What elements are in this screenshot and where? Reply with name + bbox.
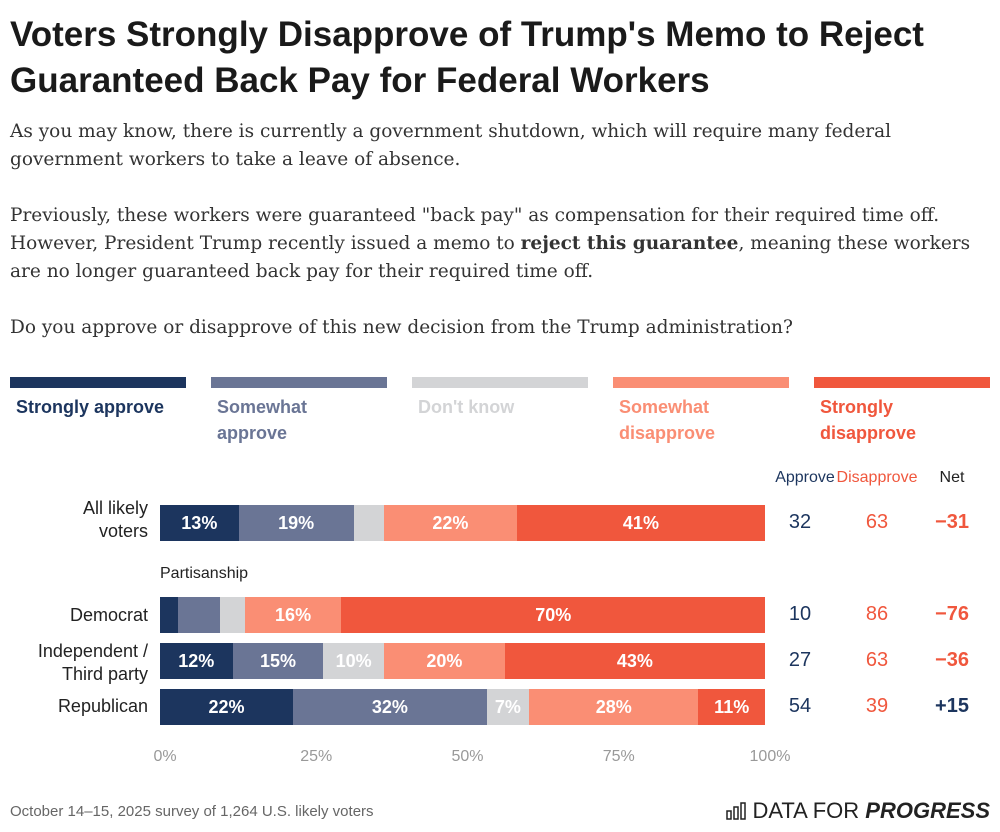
bar-segment-strongly-disapprove: 70%: [341, 597, 765, 633]
bar-segment-strongly-approve: [160, 597, 179, 633]
legend-item-somewhat-approve: Somewhat approve: [211, 377, 387, 446]
legend-label: Strongly disapprove: [820, 397, 917, 443]
legend-swatch: [10, 377, 186, 388]
net-value: −76: [935, 603, 969, 625]
legend-swatch: [814, 377, 990, 388]
bar-segment-somewhat-approve: 15%: [232, 643, 324, 679]
bar-segment-somewhat-disapprove: 16%: [244, 597, 342, 633]
legend-label: Don't know: [418, 397, 515, 417]
row-label: Republican: [57, 696, 148, 716]
intro-p2-a: Previously, these workers were guarantee…: [10, 205, 940, 254]
stacked-bar: 12% 15% 10% 20% 43%: [160, 643, 765, 679]
legend-item-strongly-disapprove: Strongly disapprove: [814, 377, 990, 446]
legend-label: Somewhat approve: [217, 397, 308, 443]
legend-swatch: [613, 377, 789, 388]
bar-segment-don-t-know: 7%: [486, 689, 530, 725]
net-value: +15: [935, 695, 969, 717]
disapprove-value: 86: [865, 603, 889, 625]
legend-item-don-t-know: Don't know: [412, 377, 588, 420]
stacked-bar: 22% 32% 7% 28% 11%: [160, 689, 765, 725]
footer-source: October 14–15, 2025 survey of 1,264 U.S.…: [10, 803, 374, 820]
bar-segment-don-t-know: 10%: [323, 643, 384, 679]
bar-segment-somewhat-disapprove: 20%: [383, 643, 505, 679]
legend-swatch: [412, 377, 588, 388]
chart-title: Voters Strongly Disapprove of Trump's Me…: [10, 15, 924, 100]
summary-header-net: Net: [939, 469, 965, 486]
bar-segment-don-t-know: [353, 505, 384, 541]
net-value: −36: [935, 649, 969, 671]
bar-segment-strongly-disapprove: 11%: [698, 689, 765, 725]
legend-label: Somewhat disapprove: [619, 397, 716, 443]
logo-regular: DATA FOR: [752, 798, 866, 823]
summary-header-disapprove: Disapprove: [836, 469, 918, 486]
legend-item-somewhat-disapprove: Somewhat disapprove: [613, 377, 789, 446]
x-tick-label: 50%: [451, 748, 484, 765]
approve-value: 32: [788, 511, 812, 533]
legend-swatch: [211, 377, 387, 388]
approve-value: 54: [788, 695, 812, 717]
disapprove-value: 63: [865, 511, 889, 533]
approve-value: 27: [788, 649, 812, 671]
bar-segment-strongly-approve: 12%: [160, 643, 233, 679]
legend-item-strongly-approve: Strongly approve: [10, 377, 186, 420]
row-label: Independent / Third party: [37, 641, 148, 684]
row-label: Democrat: [69, 605, 148, 625]
bar-segment-somewhat-disapprove: 28%: [529, 689, 699, 725]
bar-segment-strongly-approve: 22%: [160, 689, 294, 725]
bar-segment-strongly-approve: 13%: [160, 505, 239, 541]
legend-label: Strongly approve: [16, 397, 165, 417]
stacked-bar: 13% 19% 22% 41%: [160, 505, 765, 541]
net-value: −31: [935, 511, 969, 533]
summary-header-approve: Approve: [775, 469, 835, 486]
intro-p1: As you may know, there is currently a go…: [10, 121, 892, 170]
x-tick-label: 25%: [300, 748, 333, 765]
logo: DATA FOR PROGRESS: [726, 798, 990, 824]
group-label: Partisanship: [160, 565, 249, 582]
intro-p2-b: , meaning these workers are no longer gu…: [10, 233, 971, 282]
logo-bold: PROGRESS: [865, 798, 990, 823]
intro-p2: Previously, these workers were guarantee…: [10, 202, 990, 286]
x-tick-label: 100%: [749, 748, 791, 765]
stacked-bar: 16% 70%: [160, 597, 765, 633]
disapprove-value: 39: [865, 695, 889, 717]
bar-segment-don-t-know: [220, 597, 245, 633]
row-label: All likely voters: [82, 498, 148, 541]
intro-p3: Do you approve or disapprove of this new…: [10, 317, 793, 338]
bar-chart-icon: [726, 802, 747, 820]
x-tick-label: 75%: [602, 748, 635, 765]
bar-segment-strongly-disapprove: 41%: [516, 505, 765, 541]
x-tick-label: 0%: [153, 748, 177, 765]
bar-segment-somewhat-approve: 32%: [293, 689, 487, 725]
disapprove-value: 63: [865, 649, 889, 671]
approve-value: 10: [788, 603, 812, 625]
intro-p2-bold: reject this guarantee: [520, 233, 739, 254]
bar-segment-somewhat-approve: 19%: [238, 505, 354, 541]
bar-segment-strongly-disapprove: 43%: [504, 643, 765, 679]
bar-segment-somewhat-disapprove: 22%: [383, 505, 517, 541]
bar-segment-somewhat-approve: [178, 597, 221, 633]
intro-text: As you may know, there is currently a go…: [10, 118, 990, 370]
